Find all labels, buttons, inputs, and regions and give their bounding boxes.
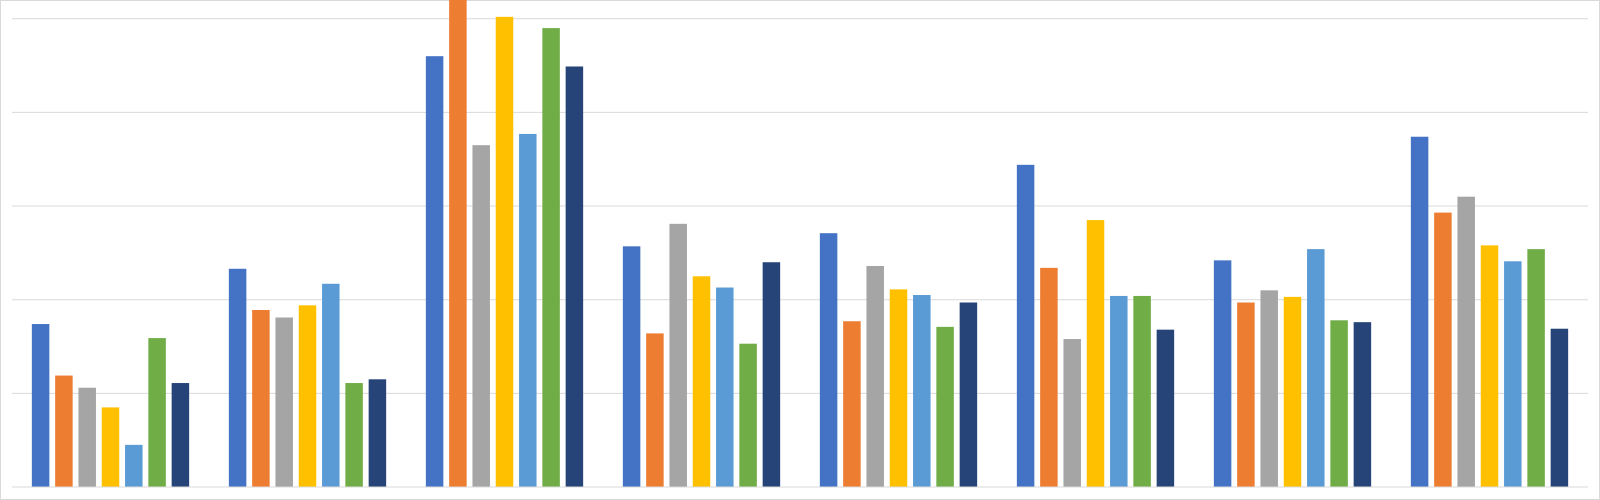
bar <box>843 321 861 487</box>
bar <box>1307 249 1325 487</box>
bar <box>425 56 444 487</box>
bar <box>739 343 757 487</box>
bar <box>1110 295 1128 487</box>
bar <box>125 444 143 487</box>
bar <box>1480 245 1499 487</box>
bar <box>936 326 954 487</box>
bar <box>622 246 641 487</box>
bar <box>101 407 120 487</box>
bar <box>1550 328 1569 487</box>
bar <box>1504 261 1522 487</box>
bar <box>55 375 73 487</box>
bar <box>1410 136 1429 487</box>
bar <box>148 338 166 487</box>
bar <box>669 223 687 487</box>
bar <box>519 133 537 488</box>
bar <box>495 16 514 487</box>
bar <box>1063 339 1081 487</box>
bar <box>819 233 838 487</box>
bar <box>252 309 270 487</box>
bar <box>449 0 467 487</box>
bar <box>1086 220 1105 487</box>
bar <box>913 295 931 487</box>
bar <box>368 379 387 487</box>
bar <box>1237 302 1255 487</box>
bar <box>542 28 560 487</box>
bar <box>959 302 978 487</box>
bar <box>646 333 664 487</box>
bar <box>866 265 884 487</box>
bar <box>1016 164 1035 488</box>
bar <box>78 387 96 487</box>
bar <box>228 268 247 487</box>
bar <box>1260 290 1278 487</box>
bar <box>889 289 908 487</box>
bar <box>1434 212 1452 487</box>
bar <box>322 283 340 487</box>
bar <box>275 317 293 487</box>
bar <box>716 287 734 487</box>
bar <box>1527 249 1545 487</box>
bar <box>1133 295 1151 487</box>
bar <box>762 262 781 487</box>
bar <box>472 145 490 488</box>
bar <box>1156 329 1175 487</box>
bar <box>565 66 584 487</box>
bar <box>298 305 317 487</box>
bar <box>1457 196 1475 487</box>
bar <box>1330 320 1348 487</box>
bar <box>1213 260 1232 487</box>
bar <box>1283 296 1302 487</box>
bar <box>1353 322 1372 487</box>
bar <box>345 383 363 487</box>
bar <box>692 276 711 487</box>
bar <box>171 383 190 487</box>
bar <box>31 324 50 487</box>
bar <box>1040 267 1058 487</box>
